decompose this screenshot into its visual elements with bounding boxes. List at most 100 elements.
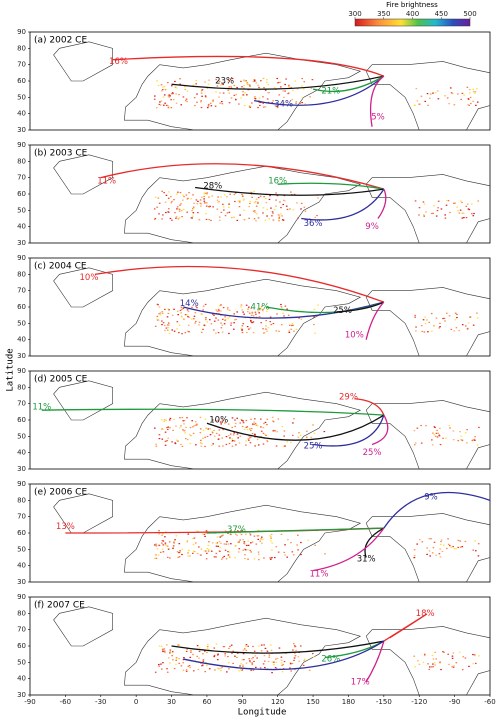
fire-pixel <box>303 81 306 83</box>
fire-pixel <box>290 542 292 544</box>
fire-pixel <box>257 84 259 86</box>
fire-pixel <box>434 435 437 437</box>
fire-pixel <box>262 207 265 209</box>
fire-pixel <box>225 443 228 446</box>
fire-pixel <box>163 324 166 327</box>
fire-pixel <box>198 657 200 659</box>
fire-pixel <box>236 433 239 435</box>
fire-pixel <box>165 104 168 106</box>
y-tick-label: 80 <box>17 496 26 504</box>
fire-pixel <box>290 441 292 444</box>
fire-pixel <box>268 218 271 220</box>
fire-pixel <box>210 444 213 447</box>
fire-pixel <box>275 658 277 660</box>
fire-pixel <box>210 550 213 552</box>
fire-pixel <box>161 649 164 651</box>
fire-pixel <box>276 77 279 80</box>
trajectory <box>383 613 428 642</box>
fire-pixel <box>196 655 199 657</box>
coastline <box>124 504 362 583</box>
fire-pixel <box>163 192 165 194</box>
fire-pixel <box>237 551 240 553</box>
trajectory-percentage: 25% <box>363 448 382 458</box>
fire-pixel <box>443 317 446 320</box>
fire-pixel <box>206 427 208 430</box>
fire-pixel <box>224 653 226 655</box>
fire-pixel <box>292 209 294 211</box>
fire-pixel <box>422 214 425 216</box>
fire-pixel <box>190 435 192 437</box>
fire-pixel <box>476 444 479 446</box>
fire-pixel <box>218 80 221 82</box>
fire-pixel <box>255 82 258 84</box>
trajectory-percentage: 5% <box>371 112 385 122</box>
fire-pixel <box>171 219 173 221</box>
trajectory-percentage: 10% <box>345 330 364 340</box>
fire-pixel <box>220 322 222 324</box>
fire-pixel <box>154 196 157 198</box>
fire-pixel <box>203 192 206 194</box>
fire-pixel <box>415 87 418 90</box>
fire-pixel <box>175 663 177 665</box>
fire-pixel <box>196 307 198 309</box>
fire-pixel <box>226 212 229 214</box>
fire-pixel <box>178 543 181 545</box>
fire-pixel <box>262 427 265 429</box>
fire-pixel <box>300 541 302 544</box>
fire-pixel <box>274 667 277 669</box>
fire-pixel <box>156 548 159 550</box>
x-tick-label: 30 <box>167 698 176 706</box>
fire-pixel <box>467 322 470 324</box>
coastline <box>53 380 113 421</box>
fire-pixel <box>173 542 175 544</box>
fire-pixel <box>249 661 252 663</box>
fire-pixel <box>252 80 255 83</box>
trajectory-percentage: 13% <box>56 522 75 532</box>
y-tick-label: 70 <box>17 61 26 69</box>
fire-pixel <box>442 651 444 653</box>
fire-pixel <box>153 208 156 210</box>
fire-pixel <box>262 102 264 104</box>
fire-pixel <box>179 78 181 80</box>
fire-pixel <box>273 208 276 211</box>
fire-pixel <box>301 85 303 87</box>
fire-pixel <box>478 655 480 657</box>
fire-pixel <box>169 649 172 651</box>
fire-pixel <box>185 669 188 671</box>
fire-pixel <box>245 419 248 422</box>
fire-pixel <box>218 434 221 436</box>
fire-pixel <box>198 647 201 649</box>
fire-pixel <box>203 193 205 195</box>
trajectory <box>112 55 385 77</box>
fire-pixel <box>249 534 252 536</box>
fire-pixel <box>471 439 474 442</box>
trajectory <box>336 301 385 313</box>
fire-pixel <box>227 655 229 658</box>
fire-pixel <box>162 428 164 430</box>
fire-pixel <box>227 79 230 81</box>
fire-pixel <box>176 193 178 195</box>
fire-pixel <box>275 205 277 207</box>
y-tick-label: 90 <box>17 367 26 375</box>
fire-pixel <box>441 550 444 553</box>
fire-pixel <box>221 318 224 320</box>
fire-pixel <box>257 559 260 561</box>
coastline <box>365 174 491 244</box>
fire-pixel <box>264 89 267 91</box>
fire-pixel <box>249 85 251 88</box>
fire-pixel <box>288 86 290 88</box>
fire-pixel <box>222 445 224 447</box>
fire-pixel <box>172 547 174 549</box>
fire-pixel <box>253 209 256 212</box>
fire-pixel <box>430 212 433 215</box>
fire-pixel <box>166 671 169 673</box>
fire-pixel <box>240 327 243 329</box>
fire-pixel <box>213 655 216 658</box>
fire-pixel <box>302 664 305 667</box>
fire-pixel <box>232 650 235 652</box>
fire-pixel <box>260 322 262 324</box>
fire-pixel <box>221 419 224 421</box>
fire-pixel <box>221 103 224 105</box>
fire-pixel <box>168 324 170 326</box>
fire-pixel <box>161 438 164 440</box>
